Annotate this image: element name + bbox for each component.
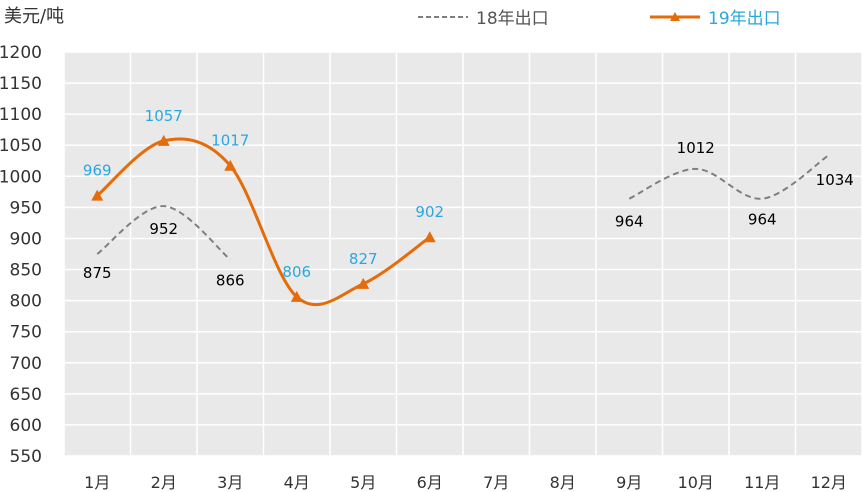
x-tick-label: 1月 [84,473,110,492]
series-18-data-label: 964 [615,213,644,231]
series-19-data-label: 902 [415,203,444,221]
series-18-data-label: 952 [149,220,178,238]
series-18-data-label: 866 [216,272,245,290]
series-19-data-label: 1017 [211,132,249,150]
series-18-line [96,205,231,261]
series-18-data-label: 875 [83,264,112,282]
y-tick-label: 700 [10,354,42,374]
x-tick-label: 12月 [811,473,847,492]
y-tick-label: 650 [10,385,42,405]
legend-dashed-line-icon [416,9,470,23]
y-tick-label: 600 [10,416,42,436]
series-19-marker [423,231,436,243]
series-19-marker [157,134,170,146]
y-tick-label: 1200 [0,43,42,63]
y-tick-label: 1000 [0,167,42,187]
y-axis-unit-label: 美元/吨 [4,6,65,27]
series-19-marker [357,277,370,289]
legend-label-18: 18年出口 [476,8,549,29]
x-tick-label: 3月 [217,473,243,492]
y-tick-label: 1150 [0,74,42,94]
x-tick-label: 4月 [284,473,310,492]
y-tick-label: 950 [10,198,42,218]
x-tick-label: 6月 [417,473,443,492]
x-tick-label: 2月 [151,473,177,492]
y-tick-label: 1050 [0,136,42,156]
y-tick-label: 900 [10,229,42,249]
legend-item-18: 18年出口 [416,4,549,29]
legend-label-19: 19年出口 [708,8,781,29]
series-19-data-label: 969 [83,162,112,180]
x-tick-label: 5月 [350,473,376,492]
y-tick-label: 800 [10,292,42,312]
series-19-data-label: 806 [282,263,311,281]
series-19-marker [91,189,104,201]
series-19-marker [290,290,303,302]
y-tick-label: 850 [10,261,42,281]
series-19-line [96,137,431,307]
y-tick-label: 1100 [0,105,42,125]
legend-item-19: 19年出口 [648,4,781,29]
series-19-data-label: 1057 [145,107,183,125]
series-18-data-label: 1034 [816,171,854,189]
series-19-data-label: 827 [349,250,378,268]
x-tick-label: 7月 [483,473,509,492]
x-tick-label: 11月 [744,473,780,492]
legend-triangle-line-icon [648,9,702,23]
y-tick-label: 550 [10,447,42,467]
series-19-marker [224,159,237,171]
series-18-data-label: 1012 [677,139,715,157]
x-tick-label: 10月 [678,473,714,492]
x-tick-label: 9月 [616,473,642,492]
series-18-data-label: 964 [748,211,777,229]
y-tick-label: 750 [10,323,42,343]
series-18-line [628,154,830,200]
x-tick-label: 8月 [550,473,576,492]
